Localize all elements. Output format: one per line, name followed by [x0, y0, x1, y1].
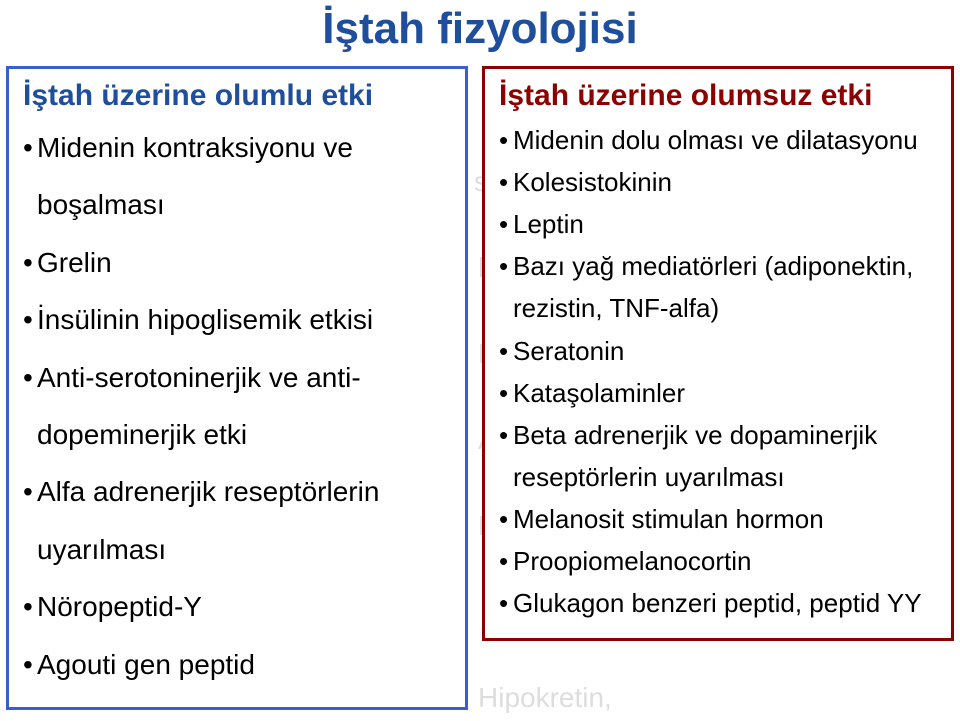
right-panel-list: Midenin dolu olması ve dilatasyonuKolesi… [499, 119, 937, 624]
list-item: Alfa adrenerjik reseptörlerin uyarılması [23, 463, 451, 578]
list-item: Kolesistokinin [499, 161, 937, 203]
list-item: Midenin kontraksiyonu ve boşalması [23, 119, 451, 234]
right-panel: İştah üzerine olumsuz etki Midenin dolu … [482, 66, 954, 641]
list-item: Midenin dolu olması ve dilatasyonu [499, 119, 937, 161]
list-item: Melanosit stimulan hormon [499, 498, 937, 540]
page-title: İştah fizyolojisi [0, 4, 960, 54]
list-item: Bazı yağ mediatörleri (adiponektin, rezi… [499, 245, 937, 329]
left-panel-title: İştah üzerine olumlu etki [23, 79, 451, 113]
list-item: Proopiomelanocortin [499, 540, 937, 582]
list-item: Glukagon benzeri peptid, peptid YY [499, 582, 937, 624]
list-item: Leptin [499, 203, 937, 245]
list-item: Nöropeptid-Y [23, 578, 451, 635]
list-item: Anti-serotoninerjik ve anti-dopeminerjik… [23, 349, 451, 464]
left-panel: İştah üzerine olumlu etki Midenin kontra… [6, 66, 468, 710]
list-item: Kataşolaminler [499, 372, 937, 414]
list-item: İnsülinin hipoglisemik etkisi [23, 291, 451, 348]
list-item: Grelin [23, 234, 451, 291]
list-item: Beta adrenerjik ve dopaminerjik reseptör… [499, 414, 937, 498]
list-item: Agouti gen peptid [23, 636, 451, 693]
list-item: Seratonin [499, 330, 937, 372]
right-panel-title: İştah üzerine olumsuz etki [499, 79, 937, 113]
ghost-line: Hipokretin, [478, 676, 612, 721]
left-panel-list: Midenin kontraksiyonu ve boşalmasıGrelin… [23, 119, 451, 693]
